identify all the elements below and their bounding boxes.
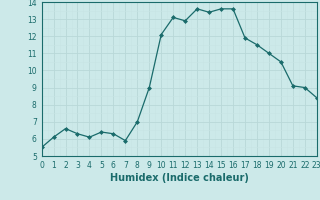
X-axis label: Humidex (Indice chaleur): Humidex (Indice chaleur): [110, 173, 249, 183]
